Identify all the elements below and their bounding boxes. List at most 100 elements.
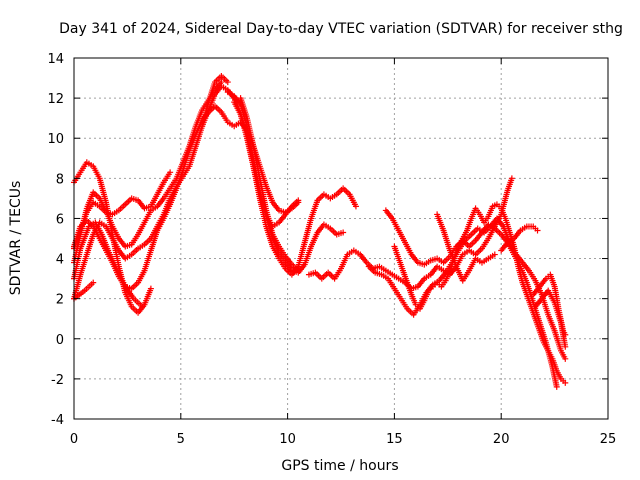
data-marker-run [512, 229, 523, 240]
data-marker-run [117, 202, 127, 212]
data-marker-run [124, 252, 133, 261]
data-marker-run [85, 160, 95, 168]
data-point [340, 229, 347, 236]
data-marker-run [531, 285, 542, 297]
axis-ticks: 0 5 10 15 20 25 -4 -2 0 2 4 6 8 10 12 14 [47, 52, 616, 447]
y-tick-label: 10 [47, 132, 64, 147]
data-marker-run [98, 220, 107, 229]
data-marker-run [476, 226, 485, 235]
data-marker-run [503, 217, 513, 234]
data-marker-run [123, 291, 134, 308]
data-point [295, 267, 302, 274]
data-point [167, 169, 174, 176]
data-marker-run [232, 101, 243, 116]
data-marker-run [308, 270, 317, 277]
data-marker-run [124, 242, 133, 249]
data-marker-run [110, 225, 121, 240]
data-marker-run [155, 181, 166, 196]
data-marker-run [155, 196, 166, 208]
data-marker-run [428, 265, 439, 276]
data-marker-run [186, 145, 199, 168]
data-marker-run [423, 272, 432, 281]
series-track-19 [532, 287, 569, 350]
chart-title: Day 341 of 2024, Sidereal Day-to-day VTE… [59, 21, 623, 37]
data-marker-run [392, 245, 401, 260]
data-marker-run [257, 197, 269, 228]
data-marker-run [537, 277, 548, 289]
data-marker-run [283, 255, 294, 266]
data-marker-run [302, 217, 314, 244]
data-marker-run [233, 120, 242, 128]
data-marker-run [552, 329, 564, 352]
y-tick-label: 12 [47, 92, 64, 107]
data-marker-run [174, 169, 186, 190]
series-track-12 [305, 175, 515, 292]
data-marker-run [506, 236, 515, 245]
data-marker-run [467, 257, 478, 272]
data-marker-run [136, 198, 147, 210]
data-marker-run [220, 84, 229, 92]
data-marker-run [213, 80, 224, 92]
series-track-15 [391, 201, 569, 386]
y-tick-label: 0 [56, 333, 64, 348]
x-tick-label: 20 [493, 432, 510, 447]
data-marker-run [326, 271, 336, 281]
data-marker-run [396, 229, 408, 244]
data-marker-run [270, 233, 281, 248]
data-marker-run [329, 192, 338, 201]
data-marker-run [270, 245, 281, 260]
y-tick-label: 4 [56, 253, 64, 268]
data-marker-run [533, 317, 542, 332]
data-marker-run [155, 217, 166, 232]
data-marker-run [142, 209, 153, 224]
data-marker-run [392, 287, 403, 300]
data-marker-run [130, 305, 140, 315]
data-marker-run [290, 198, 300, 208]
data-marker-run [92, 200, 101, 209]
data-marker-run [533, 297, 544, 309]
data-marker-run [552, 301, 564, 324]
data-marker-run [302, 245, 314, 266]
data-marker-run [474, 256, 483, 265]
data-marker-run [524, 293, 534, 308]
data-marker-run [91, 225, 102, 240]
data-marker-run [400, 269, 410, 284]
data-marker-run [148, 193, 160, 208]
data-marker-run [473, 207, 482, 216]
data-marker-run [143, 237, 153, 247]
data-point [491, 251, 498, 258]
x-axis-label: GPS time / hours [281, 458, 398, 474]
data-marker-run [124, 284, 133, 291]
data-marker-run [200, 99, 211, 112]
data-marker-run [219, 111, 230, 124]
data-marker-run [244, 133, 257, 168]
data-marker-run [493, 226, 503, 236]
data-marker-run [257, 177, 269, 212]
data-marker-run [97, 177, 109, 204]
data-marker-run [313, 271, 324, 281]
y-tick-label: 8 [56, 172, 64, 187]
data-marker-run [550, 357, 560, 372]
data-marker-run [495, 217, 506, 228]
data-marker-run [250, 145, 263, 180]
data-marker-run [525, 223, 535, 230]
data-marker-run [380, 272, 389, 281]
data-marker-run [460, 229, 469, 240]
data-marker-run [226, 90, 236, 98]
data-marker-run [110, 261, 121, 278]
data-marker-run [277, 245, 288, 258]
data-marker-run [148, 229, 160, 252]
data-marker-run [461, 239, 471, 249]
data-marker-run [456, 237, 465, 248]
data-marker-run [213, 84, 224, 96]
data-marker-run [130, 247, 140, 257]
data-marker-run [443, 269, 453, 282]
series-track-17 [498, 223, 541, 254]
y-tick-label: -2 [51, 373, 64, 388]
data-marker-run [434, 213, 446, 232]
data-marker-run [436, 256, 445, 265]
data-marker-run [467, 239, 477, 249]
data-marker-run [199, 109, 211, 128]
data-marker-run [546, 349, 555, 360]
